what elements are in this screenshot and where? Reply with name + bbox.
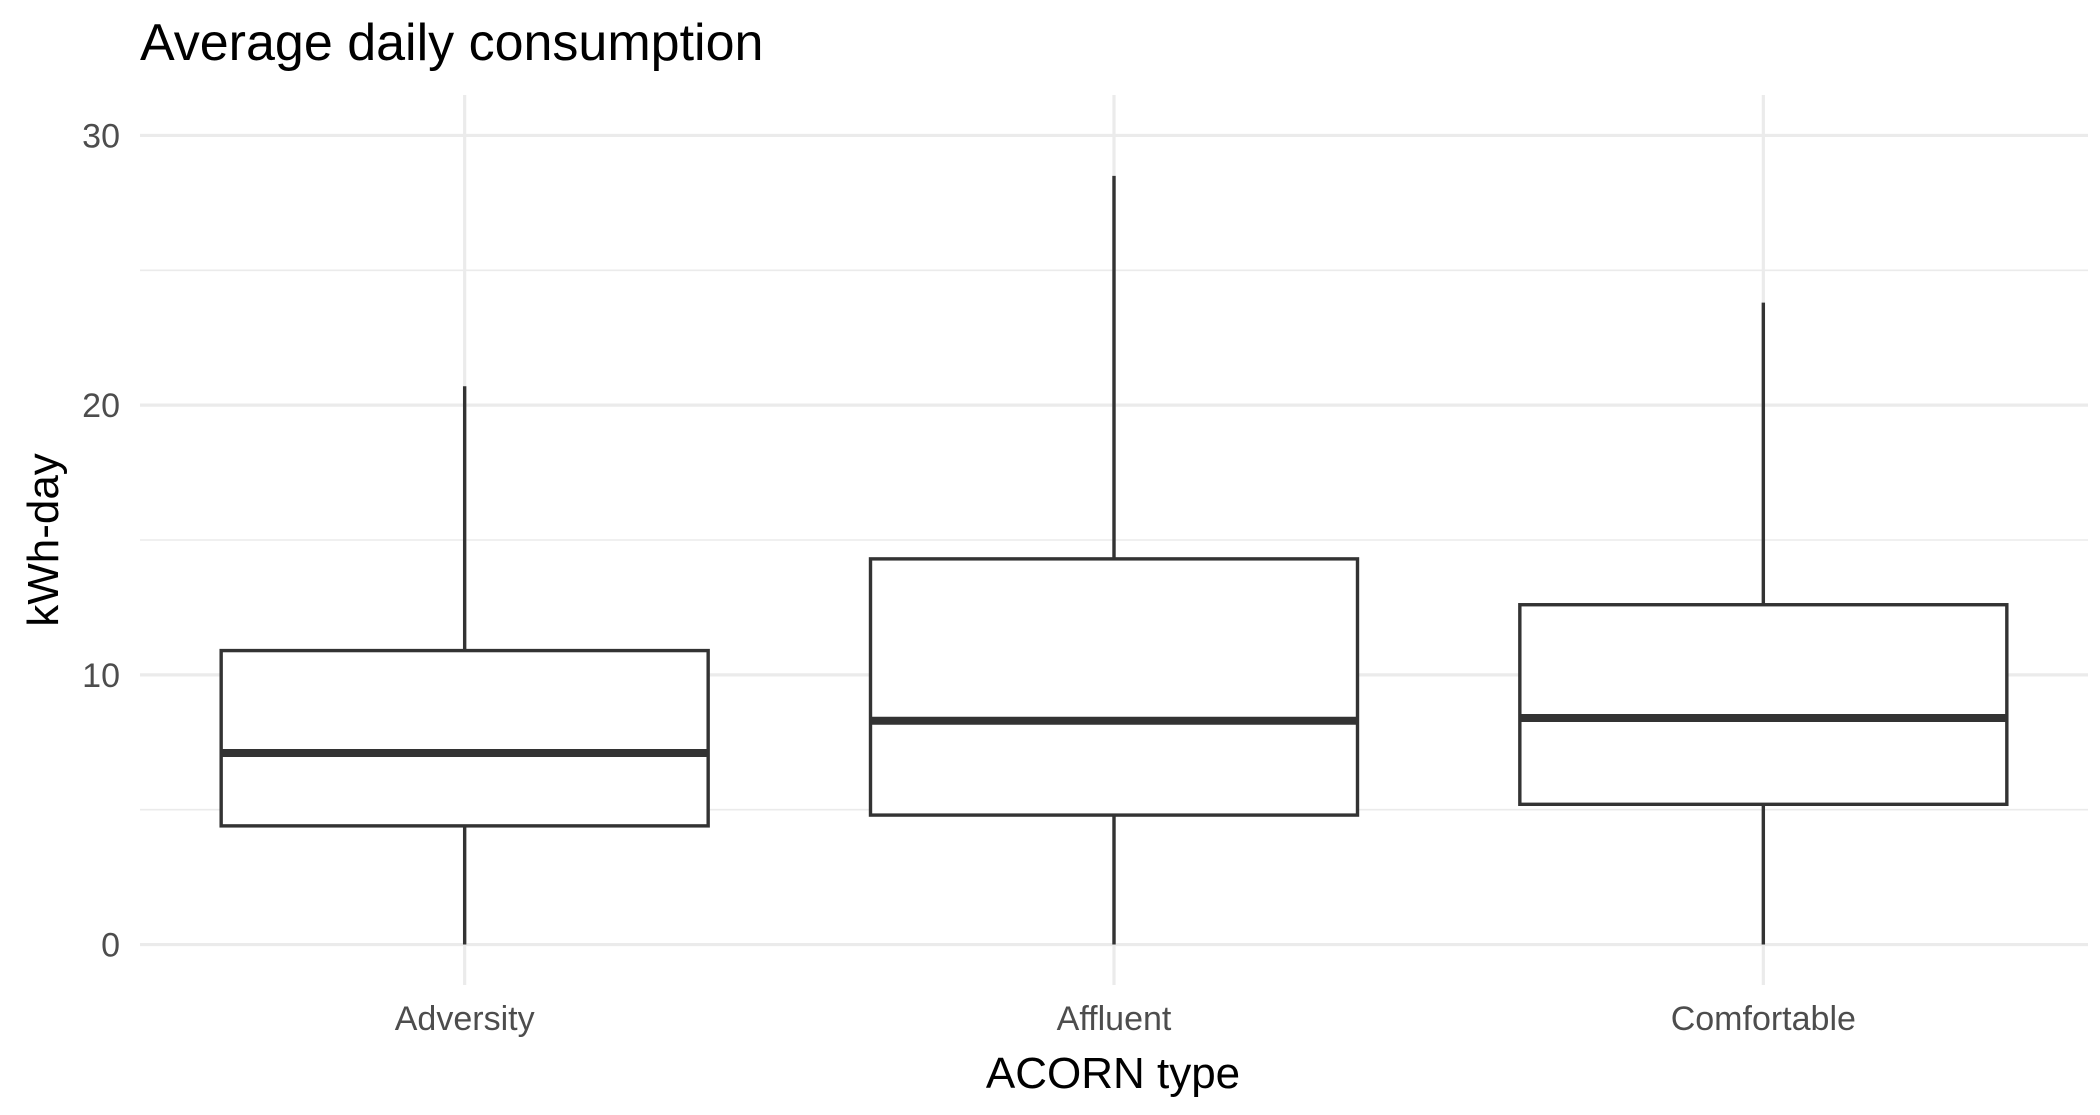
x-axis-title: ACORN type <box>986 1049 1240 1098</box>
box-adversity <box>219 386 710 945</box>
y-tick-label: 10 <box>82 657 120 695</box>
boxes <box>219 175 2009 945</box>
x-tick-label: Adversity <box>395 1000 535 1038</box>
iqr-box <box>1518 603 2009 807</box>
box-affluent <box>868 175 1360 945</box>
x-tick-label: Affluent <box>1057 1000 1172 1038</box>
x-tick-label: Comfortable <box>1671 1000 1856 1038</box>
box-comfortable <box>1518 302 2009 945</box>
y-tick-labels: 0 10 20 30 <box>82 117 120 964</box>
y-tick-label: 0 <box>101 927 120 965</box>
iqr-box <box>219 648 710 828</box>
chart-title: Average daily consumption <box>140 14 763 72</box>
y-tick-label: 20 <box>82 387 120 425</box>
iqr-box <box>868 557 1360 817</box>
y-tick-label: 30 <box>82 117 120 155</box>
x-tick-labels: Adversity Affluent Comfortable <box>395 1000 1856 1038</box>
y-axis-title: kWh-day <box>19 453 68 627</box>
